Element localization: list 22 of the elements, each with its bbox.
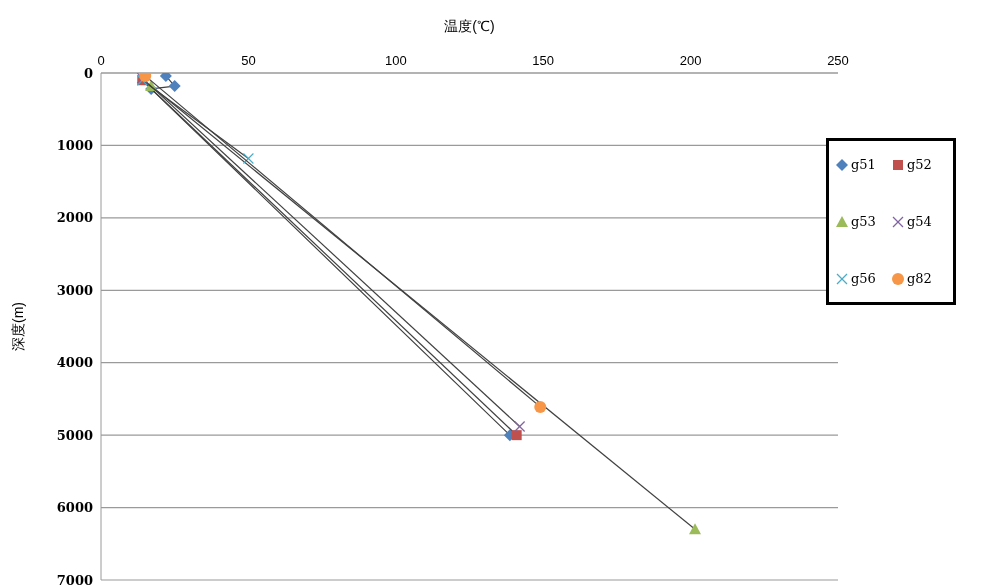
y-tick-label: 5000 bbox=[56, 427, 93, 443]
legend-label: g54 bbox=[907, 214, 932, 229]
y-tick-label: 4000 bbox=[56, 355, 93, 371]
x-tick-label: 50 bbox=[241, 53, 256, 68]
legend-label: g51 bbox=[851, 157, 876, 172]
legend-label: g52 bbox=[907, 157, 932, 172]
x-tick-label: 100 bbox=[384, 53, 407, 68]
x-tick-label: 150 bbox=[532, 53, 555, 68]
y-tick-label: 2000 bbox=[56, 210, 93, 226]
y-tick-label: 3000 bbox=[56, 282, 93, 298]
x-tick-label: 0 bbox=[97, 53, 105, 68]
legend-label: g53 bbox=[851, 214, 876, 229]
x-tick-label: 200 bbox=[679, 53, 702, 68]
y-tick-label: 0 bbox=[83, 65, 93, 81]
y-tick-label: 7000 bbox=[56, 572, 93, 587]
y-axis-title: 深度(m) bbox=[9, 302, 26, 351]
y-tick-label: 6000 bbox=[56, 500, 93, 516]
legend-label: g56 bbox=[851, 271, 876, 286]
x-axis-title: 温度(℃) bbox=[444, 18, 495, 34]
y-tick-label: 1000 bbox=[56, 138, 93, 154]
x-tick-label: 250 bbox=[827, 53, 849, 68]
legend-label: g82 bbox=[907, 271, 932, 286]
